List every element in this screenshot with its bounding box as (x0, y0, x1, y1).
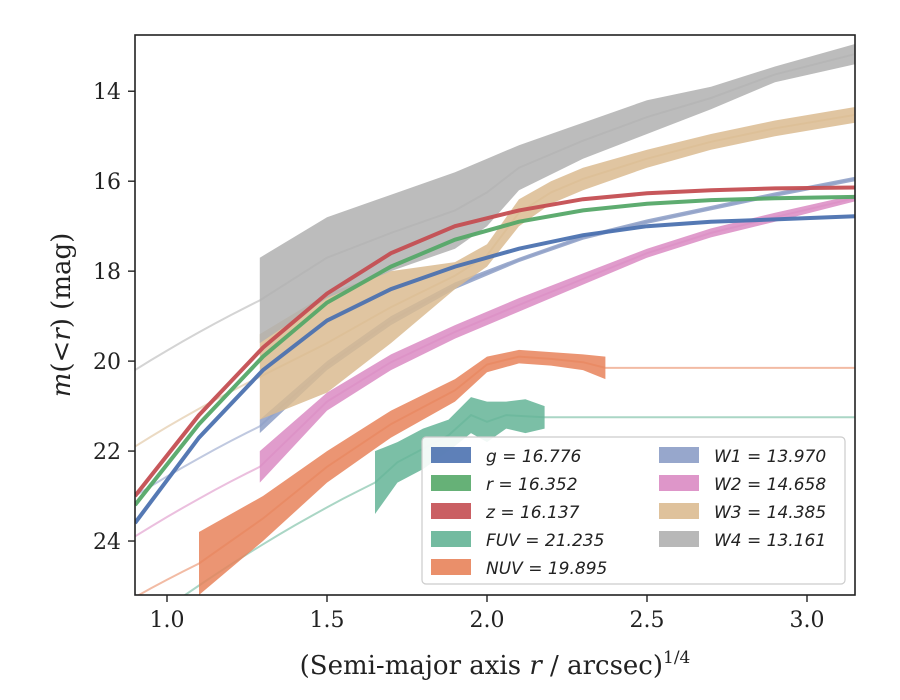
legend-swatch-W3 (659, 503, 699, 519)
y-tick-label: 18 (93, 260, 121, 285)
legend-label-g: g = 16.776 (486, 447, 582, 467)
axis-ticks: 1.0 1.5 2.0 2.5 3.0 14 16 18 20 22 24 (93, 80, 825, 633)
series-line-r (135, 194, 855, 507)
legend-swatch-r (431, 475, 471, 491)
legend-swatch-NUV (431, 559, 471, 575)
y-tick-label: 22 (93, 440, 121, 465)
legend-label-NUV: NUV = 19.895 (486, 559, 607, 579)
legend-label-z: z = 16.137 (485, 503, 580, 523)
legend-label-W2: W2 = 14.658 (714, 475, 826, 495)
legend-swatch-W2 (659, 475, 699, 491)
legend-label-W3: W3 = 14.385 (714, 503, 826, 523)
legend-swatch-g (431, 447, 471, 463)
legend-label-W4: W4 = 13.161 (714, 531, 826, 551)
legend-label-W1: W1 = 13.970 (714, 447, 826, 467)
x-tick-label: 1.0 (150, 608, 185, 633)
legend-box (421, 436, 846, 585)
series-band-W4 (259, 44, 855, 344)
y-tick-label: 24 (93, 530, 121, 555)
x-tick-label: 2.5 (630, 608, 665, 633)
legend-swatch-W1 (659, 447, 699, 463)
x-tick-label: 3.0 (790, 608, 825, 633)
legend: g = 16.776 r = 16.352 z = 16.137 FUV = 21.2… (421, 436, 846, 585)
legend-swatch-FUV (431, 531, 471, 547)
line-series (135, 185, 855, 525)
series-line-g (135, 214, 855, 525)
plot-frame (134, 34, 856, 596)
legend-label-r: r = 16.352 (486, 475, 578, 495)
series-line-z (135, 185, 855, 498)
band-series (199, 44, 855, 595)
x-tick-label: 2.0 (470, 608, 505, 633)
y-axis-label: m(<r) (mag) (47, 233, 77, 398)
legend-swatch-W4 (659, 531, 699, 547)
y-tick-label: 14 (93, 80, 121, 105)
legend-swatch-z (431, 503, 471, 519)
series-band-FUV (375, 397, 545, 514)
y-tick-label: 20 (93, 350, 121, 375)
y-tick-label: 16 (93, 170, 121, 195)
series-band-W3 (259, 107, 855, 420)
x-axis-label: (Semi-major axis r / arcsec)1/4 (300, 648, 691, 681)
legend-label-FUV: FUV = 21.235 (486, 531, 604, 551)
x-tick-label: 1.5 (310, 608, 345, 633)
